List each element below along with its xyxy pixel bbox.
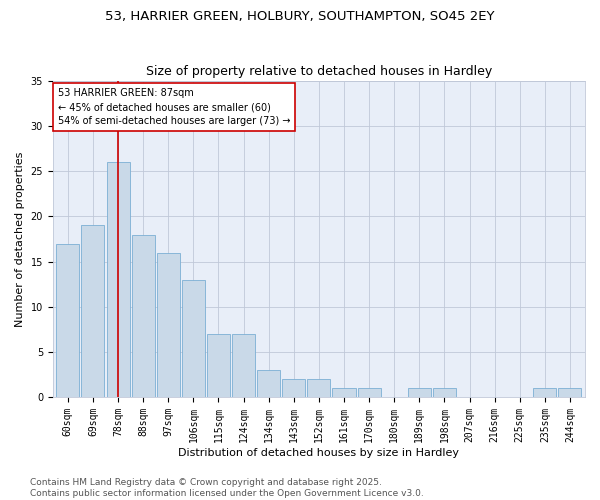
Bar	[433, 388, 456, 397]
Bar	[56, 244, 79, 397]
Text: 53, HARRIER GREEN, HOLBURY, SOUTHAMPTON, SO45 2EY: 53, HARRIER GREEN, HOLBURY, SOUTHAMPTON,…	[105, 10, 495, 23]
Bar	[157, 252, 180, 397]
Bar	[207, 334, 230, 397]
Title: Size of property relative to detached houses in Hardley: Size of property relative to detached ho…	[146, 66, 492, 78]
Bar	[232, 334, 255, 397]
Bar	[282, 379, 305, 397]
Text: 53 HARRIER GREEN: 87sqm
← 45% of detached houses are smaller (60)
54% of semi-de: 53 HARRIER GREEN: 87sqm ← 45% of detache…	[58, 88, 290, 126]
Bar	[131, 234, 155, 397]
Bar	[257, 370, 280, 397]
Y-axis label: Number of detached properties: Number of detached properties	[15, 152, 25, 326]
Bar	[332, 388, 356, 397]
Bar	[559, 388, 581, 397]
Bar	[307, 379, 331, 397]
Bar	[82, 226, 104, 397]
Text: Contains HM Land Registry data © Crown copyright and database right 2025.
Contai: Contains HM Land Registry data © Crown c…	[30, 478, 424, 498]
Bar	[358, 388, 380, 397]
Bar	[182, 280, 205, 397]
Bar	[533, 388, 556, 397]
X-axis label: Distribution of detached houses by size in Hardley: Distribution of detached houses by size …	[178, 448, 460, 458]
Bar	[107, 162, 130, 397]
Bar	[408, 388, 431, 397]
